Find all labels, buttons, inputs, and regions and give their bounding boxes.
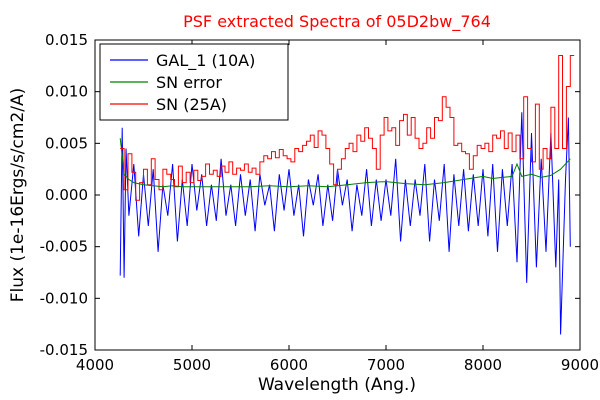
series-line-1	[119, 138, 571, 188]
y-tick-label: 0.010	[45, 83, 88, 101]
x-tick-label: 7000	[367, 356, 405, 374]
legend-label: GAL_1 (10A)	[156, 51, 255, 71]
y-tick-label: -0.005	[40, 238, 88, 256]
y-axis-label: Flux (1e-16Ergs/s/cm2/A)	[8, 88, 28, 303]
series-layer	[119, 55, 575, 335]
x-axis: 4000 5000 6000 7000 8000 9000	[76, 40, 599, 374]
series-line-0	[119, 112, 571, 335]
x-tick-label: 6000	[270, 356, 308, 374]
legend-label: SN (25A)	[156, 95, 227, 114]
y-tick-label: 0.000	[45, 186, 88, 204]
legend-label: SN error	[156, 73, 222, 92]
x-tick-label: 9000	[561, 356, 599, 374]
y-tick-label: 0.015	[45, 31, 88, 49]
x-tick-label: 4000	[76, 356, 114, 374]
legend: GAL_1 (10A) SN error SN (25A)	[99, 43, 289, 121]
x-tick-label: 5000	[173, 356, 211, 374]
series-line-2	[120, 55, 575, 201]
x-tick-label: 8000	[464, 356, 502, 374]
y-tick-label: -0.015	[40, 341, 88, 359]
y-tick-label: 0.005	[45, 134, 88, 152]
y-tick-label: -0.010	[40, 289, 88, 307]
chart-title: PSF extracted Spectra of 05D2bw_764	[183, 12, 491, 32]
x-axis-label: Wavelength (Ang.)	[258, 375, 416, 395]
y-axis: -0.015 -0.010 -0.005 0.000 0.005 0.010 0.015	[40, 31, 580, 359]
